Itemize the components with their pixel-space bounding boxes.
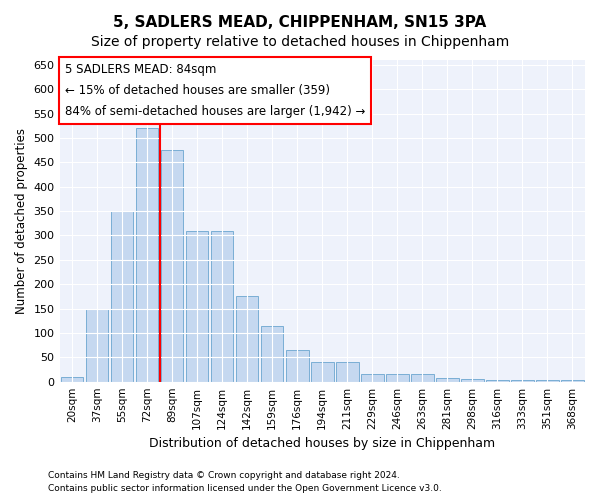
Text: Contains HM Land Registry data © Crown copyright and database right 2024.: Contains HM Land Registry data © Crown c… bbox=[48, 470, 400, 480]
Bar bbox=[511, 380, 534, 382]
Bar bbox=[461, 379, 484, 382]
X-axis label: Distribution of detached houses by size in Chippenham: Distribution of detached houses by size … bbox=[149, 437, 496, 450]
Bar bbox=[311, 362, 334, 382]
Bar bbox=[436, 378, 458, 382]
Bar bbox=[111, 211, 133, 382]
Bar bbox=[411, 374, 434, 382]
Text: 5 SADLERS MEAD: 84sqm
← 15% of detached houses are smaller (359)
84% of semi-det: 5 SADLERS MEAD: 84sqm ← 15% of detached … bbox=[65, 63, 365, 118]
Bar bbox=[236, 296, 259, 382]
Bar bbox=[186, 230, 208, 382]
Bar bbox=[136, 128, 158, 382]
Bar bbox=[561, 380, 584, 382]
Bar bbox=[61, 377, 83, 382]
Text: Contains public sector information licensed under the Open Government Licence v3: Contains public sector information licen… bbox=[48, 484, 442, 493]
Bar bbox=[261, 326, 283, 382]
Bar bbox=[86, 308, 109, 382]
Text: Size of property relative to detached houses in Chippenham: Size of property relative to detached ho… bbox=[91, 35, 509, 49]
Bar bbox=[536, 380, 559, 382]
Bar bbox=[161, 150, 184, 382]
Y-axis label: Number of detached properties: Number of detached properties bbox=[15, 128, 28, 314]
Bar bbox=[361, 374, 383, 382]
Text: 5, SADLERS MEAD, CHIPPENHAM, SN15 3PA: 5, SADLERS MEAD, CHIPPENHAM, SN15 3PA bbox=[113, 15, 487, 30]
Bar bbox=[286, 350, 308, 382]
Bar bbox=[486, 380, 509, 382]
Bar bbox=[336, 362, 359, 382]
Bar bbox=[386, 374, 409, 382]
Bar bbox=[211, 230, 233, 382]
